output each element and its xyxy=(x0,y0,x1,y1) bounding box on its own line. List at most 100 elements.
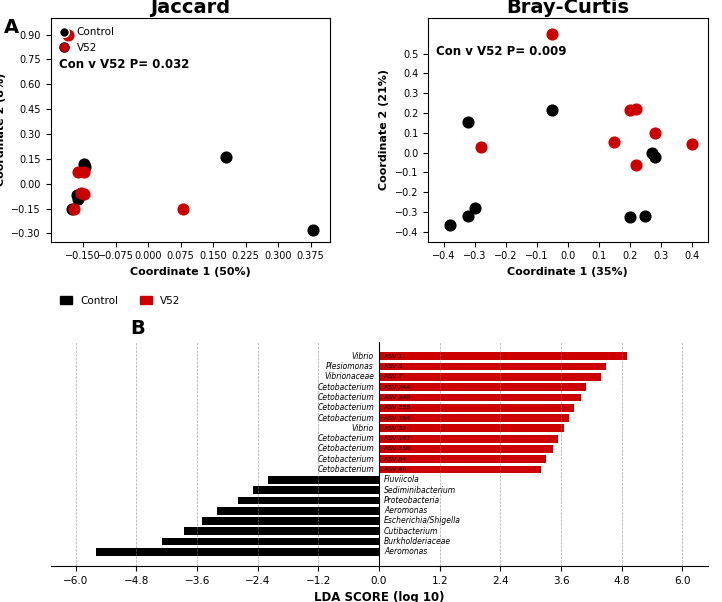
Bar xyxy=(379,424,563,432)
Point xyxy=(69,205,80,214)
Title: Jaccard: Jaccard xyxy=(150,0,230,16)
X-axis label: Coordinate 1 (50%): Coordinate 1 (50%) xyxy=(130,267,251,277)
Text: Vibrionaceae: Vibrionaceae xyxy=(324,373,374,382)
Legend: Control, V52: Control, V52 xyxy=(56,23,118,57)
Point xyxy=(686,139,697,149)
Bar xyxy=(185,527,379,535)
Bar xyxy=(379,414,569,422)
Point xyxy=(649,128,661,138)
Bar xyxy=(238,497,379,504)
Point xyxy=(71,190,82,200)
Text: Cetobacterium: Cetobacterium xyxy=(317,403,374,412)
Text: Con v V52 P= 0.009: Con v V52 P= 0.009 xyxy=(436,45,567,58)
Text: ASV 274: ASV 274 xyxy=(347,529,374,534)
Point xyxy=(75,188,87,197)
Bar xyxy=(253,486,379,494)
Point xyxy=(630,104,642,114)
Text: ASV 7: ASV 7 xyxy=(384,374,402,379)
Point xyxy=(307,225,318,235)
Text: ASV 84: ASV 84 xyxy=(384,457,406,462)
Text: Cetobacterium: Cetobacterium xyxy=(317,455,374,464)
Text: Proteobacteria: Proteobacteria xyxy=(384,496,440,505)
Text: Escherichia/Shigella: Escherichia/Shigella xyxy=(384,517,461,526)
Bar xyxy=(162,538,379,545)
Text: Cutibacterium: Cutibacterium xyxy=(384,527,438,536)
Point xyxy=(624,105,635,115)
Point xyxy=(463,211,474,221)
Bar xyxy=(379,394,581,402)
Bar xyxy=(96,548,379,556)
Point xyxy=(66,205,78,214)
Text: Fluviicola: Fluviicola xyxy=(384,476,420,485)
Text: ASV 3: ASV 3 xyxy=(384,364,402,369)
Text: Cetobacterium: Cetobacterium xyxy=(317,393,374,402)
Text: ASV 338: ASV 338 xyxy=(384,405,410,411)
Point xyxy=(630,161,642,170)
Text: Vibrio: Vibrio xyxy=(352,352,374,361)
Text: ASV 147: ASV 147 xyxy=(384,436,410,441)
Y-axis label: Coordinate 2 (8%): Coordinate 2 (8%) xyxy=(0,73,6,187)
Text: ASV 259: ASV 259 xyxy=(384,447,410,452)
Point xyxy=(444,220,456,229)
Point xyxy=(220,152,232,162)
Text: A: A xyxy=(4,18,19,37)
Point xyxy=(624,212,635,222)
X-axis label: Coordinate 1 (35%): Coordinate 1 (35%) xyxy=(508,267,628,277)
Bar xyxy=(379,466,541,473)
Point xyxy=(547,29,558,39)
Point xyxy=(475,142,487,152)
Text: Cetobacterium: Cetobacterium xyxy=(317,444,374,453)
Text: Burkholderiaceae: Burkholderiaceae xyxy=(384,537,451,546)
Bar xyxy=(268,476,379,483)
Text: ASV 15: ASV 15 xyxy=(352,477,374,482)
X-axis label: LDA SCORE (log 10): LDA SCORE (log 10) xyxy=(314,591,444,602)
Point xyxy=(649,152,661,161)
Bar xyxy=(202,517,379,525)
Bar xyxy=(379,455,546,463)
Text: ASV 5: ASV 5 xyxy=(356,488,374,492)
Point xyxy=(72,167,84,177)
Legend: Control, V52: Control, V52 xyxy=(56,291,185,310)
Text: ASV 40: ASV 40 xyxy=(352,518,374,524)
Point xyxy=(463,117,474,127)
Point xyxy=(72,194,84,203)
Text: ASV 32: ASV 32 xyxy=(384,426,406,431)
Point xyxy=(79,163,91,172)
Point xyxy=(177,205,188,214)
Text: B: B xyxy=(130,319,144,338)
Text: Cetobacterium: Cetobacterium xyxy=(317,414,374,423)
Bar xyxy=(379,363,606,370)
Text: ASV 240: ASV 240 xyxy=(384,395,410,400)
Text: ASV 154: ASV 154 xyxy=(384,415,410,421)
Point xyxy=(547,105,558,115)
Point xyxy=(640,211,651,221)
Text: Vibrio: Vibrio xyxy=(352,424,374,433)
Bar xyxy=(379,445,554,453)
Text: ASV 244: ASV 244 xyxy=(384,385,411,389)
Text: Aeromonas: Aeromonas xyxy=(384,506,427,515)
Point xyxy=(78,190,90,199)
Text: ASV 1: ASV 1 xyxy=(384,354,402,359)
Title: Bray-Curtis: Bray-Curtis xyxy=(506,0,630,16)
Text: Con v V52 P= 0.032: Con v V52 P= 0.032 xyxy=(59,58,189,71)
Point xyxy=(469,203,480,213)
Point xyxy=(75,189,87,199)
Point xyxy=(62,30,74,40)
Y-axis label: Coordinate 2 (21%): Coordinate 2 (21%) xyxy=(379,69,389,190)
Bar xyxy=(379,383,586,391)
Bar xyxy=(379,352,627,360)
Text: ASV 371: ASV 371 xyxy=(348,498,374,503)
Text: Cetobacterium: Cetobacterium xyxy=(317,434,374,443)
Point xyxy=(78,159,90,169)
Point xyxy=(74,190,85,200)
Bar xyxy=(379,435,559,442)
Text: ASV 2: ASV 2 xyxy=(356,550,374,554)
Text: ASV 46: ASV 46 xyxy=(384,467,406,472)
Text: Plesiomonas: Plesiomonas xyxy=(326,362,374,371)
Text: Cetobacterium: Cetobacterium xyxy=(317,383,374,392)
Text: ASV 39: ASV 39 xyxy=(352,508,374,513)
Text: ASV 17: ASV 17 xyxy=(352,539,374,544)
Bar xyxy=(379,373,601,380)
Point xyxy=(609,137,620,146)
Bar xyxy=(379,404,573,412)
